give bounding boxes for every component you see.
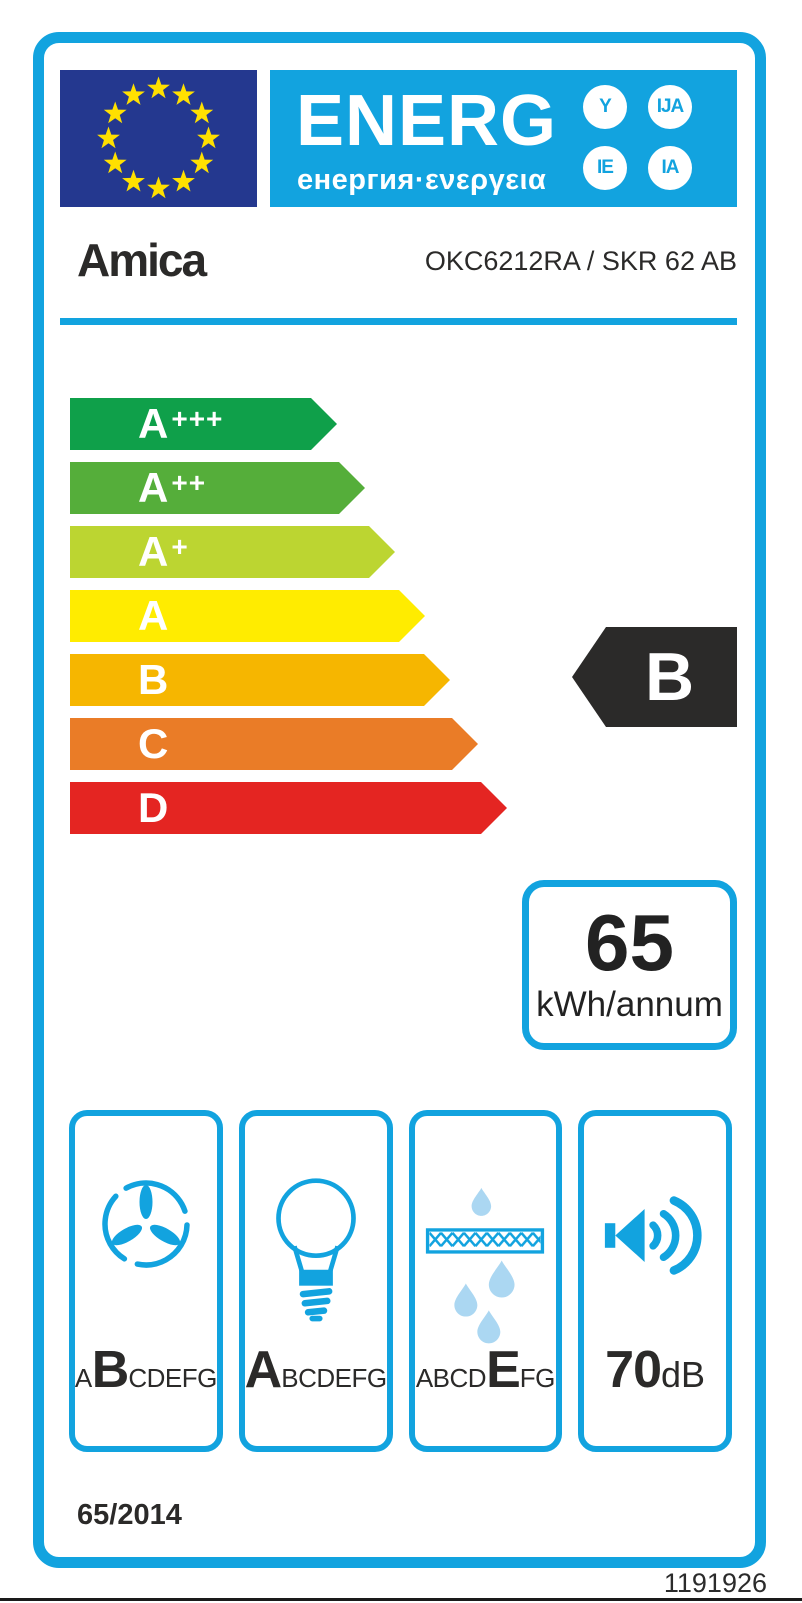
page-bottom-rule	[0, 1598, 802, 1601]
energ-word: ENERG	[296, 81, 558, 161]
energy-class-scale: A +++ A ++ A + A B C D	[70, 398, 507, 846]
energy-consumption-box: 65 kWh/annum	[522, 880, 737, 1050]
ending-circle-ia: IA	[648, 146, 692, 190]
noise-level-value: 70 dB	[584, 1340, 726, 1400]
energy-label-frame: ENERG енергия·ενεργεια Y IJA IE IA Amica…	[33, 32, 766, 1568]
energy-consumption-value: 65	[585, 898, 674, 987]
eu-flag-star	[147, 76, 170, 99]
grade-letter: E	[486, 1341, 521, 1399]
energy-class-arrow-A+: A +	[70, 526, 395, 578]
noise-unit: dB	[661, 1354, 706, 1395]
eu-flag-star	[122, 83, 145, 105]
ending-circle-ija: IJA	[648, 85, 692, 129]
eu-flag-star	[197, 126, 220, 149]
regulation-reference: 65/2014	[77, 1499, 182, 1531]
model-number: OKC6212RA / SKR 62 AB	[424, 246, 737, 276]
speaker-icon	[584, 1188, 726, 1283]
ending-circle-ie: IE	[583, 146, 627, 190]
class-letter: B	[138, 656, 169, 703]
eu-flag-star	[172, 169, 195, 192]
energy-class-arrow-C: C	[70, 718, 478, 770]
energy-class-arrow-A: A	[70, 590, 425, 642]
grade-pre: A	[74, 1363, 92, 1393]
energy-class-arrow-B: B	[70, 654, 450, 706]
rated-class-letter: B	[644, 639, 695, 715]
eu-flag-star	[103, 151, 127, 174]
rated-class-arrow: B	[572, 627, 737, 727]
fluid-dynamic-efficiency-grade: A B CDEFG	[75, 1340, 217, 1400]
class-plus-suffix: ++	[171, 467, 207, 498]
energ-logo-box: ENERG енергия·ενεργεια Y IJA IE IA	[270, 70, 737, 207]
noise-number: 70	[605, 1341, 662, 1399]
eu-flag-stars	[97, 76, 220, 199]
metric-boxes: A B CDEFG A BCDEFG	[69, 1110, 732, 1452]
grade-post: CDEFG	[128, 1363, 217, 1393]
class-letter: A	[138, 400, 169, 447]
grade-post: BCDEFG	[281, 1363, 387, 1393]
grade-post: FG	[519, 1363, 556, 1393]
energy-class-arrow-D: D	[70, 782, 507, 834]
eu-flag-star	[122, 169, 145, 192]
eu-flag-star	[172, 83, 195, 105]
energy-class-arrow-A++: A ++	[70, 462, 365, 514]
energy-consumption-unit: kWh/annum	[536, 985, 723, 1024]
energ-subtitle: енергия·ενεργεια	[297, 164, 547, 196]
grade-pre: ABCD	[415, 1363, 487, 1393]
grade-letter: A	[244, 1341, 283, 1399]
grease-filtering-efficiency-box: ABCD E FG	[408, 1110, 563, 1452]
energy-class-arrow-A+++: A +++	[70, 398, 337, 450]
class-plus-suffix: +++	[171, 403, 224, 434]
eu-flag-star	[190, 101, 214, 124]
noise-level-box: 70 dB	[578, 1110, 732, 1452]
eu-flag-star	[103, 101, 127, 124]
eu-flag-star	[147, 176, 170, 199]
class-letter: C	[138, 720, 169, 767]
lighting-efficiency-grade: A BCDEFG	[245, 1340, 387, 1400]
fluid-dynamic-efficiency-box: A B CDEFG	[69, 1110, 223, 1452]
class-plus-suffix: +	[171, 531, 189, 562]
class-letter: A	[138, 464, 169, 511]
bulb-icon	[245, 1176, 387, 1326]
lighting-efficiency-box: A BCDEFG	[238, 1110, 393, 1452]
energ-language-endings: Y IJA IE IA	[583, 85, 692, 190]
brand-logo: Amica	[77, 234, 207, 286]
eu-flag-star	[97, 126, 120, 149]
eu-flag-star	[190, 151, 214, 174]
class-letter: A	[138, 592, 169, 639]
class-letter: D	[138, 784, 169, 831]
grease-filter-icon	[415, 1182, 557, 1364]
eu-flag	[60, 70, 257, 207]
grease-filtering-efficiency-grade: ABCD E FG	[415, 1340, 557, 1400]
class-letter: A	[138, 528, 169, 575]
document-number: 1191926	[663, 1568, 767, 1598]
header-divider	[60, 318, 737, 325]
fan-icon	[75, 1174, 217, 1274]
grade-letter: B	[91, 1341, 130, 1399]
ending-circle-y: Y	[583, 85, 627, 129]
